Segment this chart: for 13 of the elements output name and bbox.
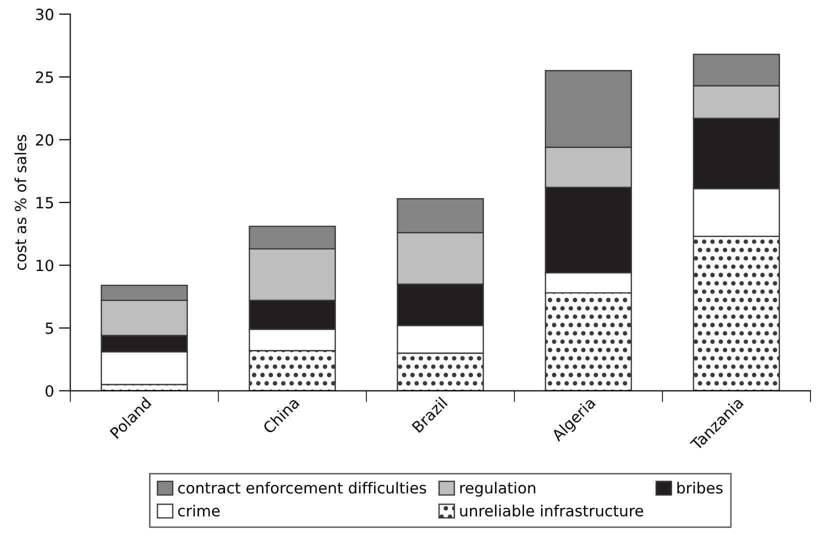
- y-tick-label: 15: [36, 197, 53, 208]
- y-tick-label: 0: [46, 385, 54, 397]
- legend-label: regulation: [460, 482, 536, 497]
- y-axis-title: cost as % of sales: [14, 134, 26, 270]
- y-tick-label: 25: [36, 71, 53, 83]
- y-tick-label: 10: [36, 260, 54, 272]
- legend-label: bribes: [677, 482, 723, 494]
- y-tick-label: 5: [46, 322, 53, 334]
- legend-label: contract enforcement difficulties: [178, 482, 426, 494]
- y-tick-label: 20: [36, 134, 54, 146]
- legend-label: unreliable infrastructure: [460, 504, 644, 517]
- legend-label: crime: [178, 504, 220, 517]
- y-tick-label: 30: [36, 8, 54, 20]
